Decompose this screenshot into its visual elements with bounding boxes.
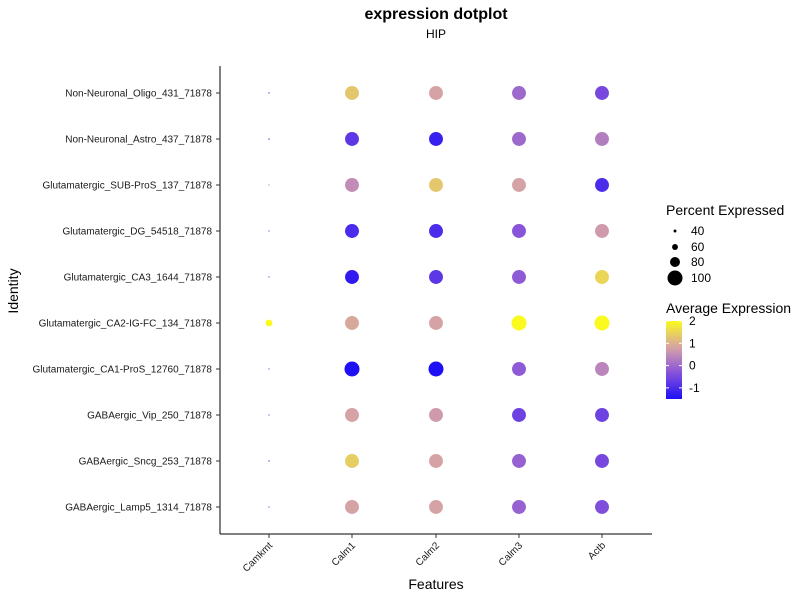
dot-point: [512, 500, 526, 514]
size-legend-dot: [672, 244, 678, 250]
dot-point: [511, 315, 527, 331]
dot-point: [345, 316, 359, 330]
dot-point: [429, 178, 443, 192]
x-axis-ticks: Camkmt Calm1 Calm2 Calm3 Actb: [241, 534, 608, 574]
size-legend-label: 100: [691, 271, 711, 285]
x-axis-title: Features: [408, 576, 463, 592]
x-tick-label: Actb: [586, 540, 608, 562]
size-legend-dot: [673, 229, 677, 233]
x-tick-label: Calm3: [497, 540, 526, 569]
dot-point: [268, 184, 270, 186]
dot-point: [595, 500, 609, 514]
size-legend-dot: [667, 270, 683, 286]
dot-point: [595, 132, 609, 146]
dot-point: [345, 86, 359, 100]
color-legend-title: Average Expression: [666, 300, 791, 316]
dot-point: [595, 224, 609, 238]
dot-point: [345, 500, 359, 514]
color-legend-label: 1: [689, 336, 696, 350]
dot-point: [512, 132, 526, 146]
y-tick-label: Glutamatergic_CA1-ProS_12760_71878: [32, 365, 212, 376]
color-legend-label: 0: [689, 359, 696, 373]
dot-point: [428, 361, 444, 377]
x-tick-label: Camkmt: [241, 540, 275, 574]
dot-point: [595, 86, 609, 100]
size-legend-label: 40: [691, 224, 705, 238]
dot-point: [429, 454, 443, 468]
chart-title: expression dotplot: [364, 6, 508, 23]
color-legend: Average Expression -1 0 1 2: [666, 300, 791, 399]
dot-point: [268, 92, 270, 94]
y-axis-title: Identity: [5, 268, 21, 313]
dot-point: [268, 506, 270, 508]
y-tick-label: Glutamatergic_CA2-IG-FC_134_71878: [39, 319, 213, 330]
size-legend-label: 60: [691, 240, 705, 254]
y-tick-label: GABAergic_Lamp5_1314_71878: [65, 503, 212, 514]
y-tick-label: Glutamatergic_CA3_1644_71878: [64, 273, 213, 284]
dot-point: [268, 138, 270, 140]
dot-point: [268, 460, 270, 462]
dot-point: [512, 454, 526, 468]
color-legend-label: 2: [689, 314, 696, 328]
dot-point: [268, 414, 270, 416]
dot-point: [429, 270, 443, 284]
dot-point: [345, 454, 359, 468]
dot-point: [512, 86, 526, 100]
y-tick-label: Non-Neuronal_Astro_437_71878: [65, 135, 212, 146]
dot-point: [429, 408, 443, 422]
y-axis-ticks: Non-Neuronal_Oligo_431_71878 Non-Neuronal…: [32, 89, 220, 514]
dot-point: [429, 86, 443, 100]
chart-subtitle: HIP: [426, 27, 446, 41]
color-legend-bar: [666, 321, 682, 399]
dot-point: [429, 132, 443, 146]
dot-point: [512, 178, 526, 192]
dot-point: [512, 362, 526, 376]
dot-point: [265, 319, 273, 327]
dot-point: [594, 315, 610, 331]
dot-point: [268, 368, 270, 370]
size-legend-label: 80: [691, 255, 705, 269]
dot-point: [512, 224, 526, 238]
dot-point: [595, 454, 609, 468]
dot-point: [595, 270, 609, 284]
dots-layer: [265, 86, 610, 514]
dot-point: [429, 500, 443, 514]
dot-point: [595, 362, 609, 376]
x-tick-label: Calm1: [330, 540, 359, 569]
dot-point: [429, 224, 443, 238]
dot-point: [268, 230, 270, 232]
dot-point: [268, 276, 270, 278]
dot-point: [595, 408, 609, 422]
dot-point: [429, 316, 443, 330]
color-legend-label: -1: [689, 381, 700, 395]
dot-point: [345, 270, 359, 284]
size-legend-title: Percent Expressed: [666, 202, 784, 218]
y-tick-label: GABAergic_Vip_250_71878: [87, 411, 212, 422]
x-tick-label: Calm2: [414, 540, 443, 569]
dot-point: [595, 178, 609, 192]
dot-point: [345, 132, 359, 146]
dot-point: [512, 270, 526, 284]
y-tick-label: Glutamatergic_DG_54518_71878: [62, 227, 212, 238]
y-tick-label: Non-Neuronal_Oligo_431_71878: [65, 89, 212, 100]
dot-point: [512, 408, 526, 422]
dot-point: [344, 361, 360, 377]
dot-point: [345, 224, 359, 238]
y-tick-label: GABAergic_Sncg_253_71878: [79, 457, 213, 468]
dot-point: [345, 178, 359, 192]
dot-point: [345, 408, 359, 422]
size-legend-dot: [670, 257, 680, 267]
y-tick-label: Glutamatergic_SUB-ProS_137_71878: [42, 181, 212, 192]
